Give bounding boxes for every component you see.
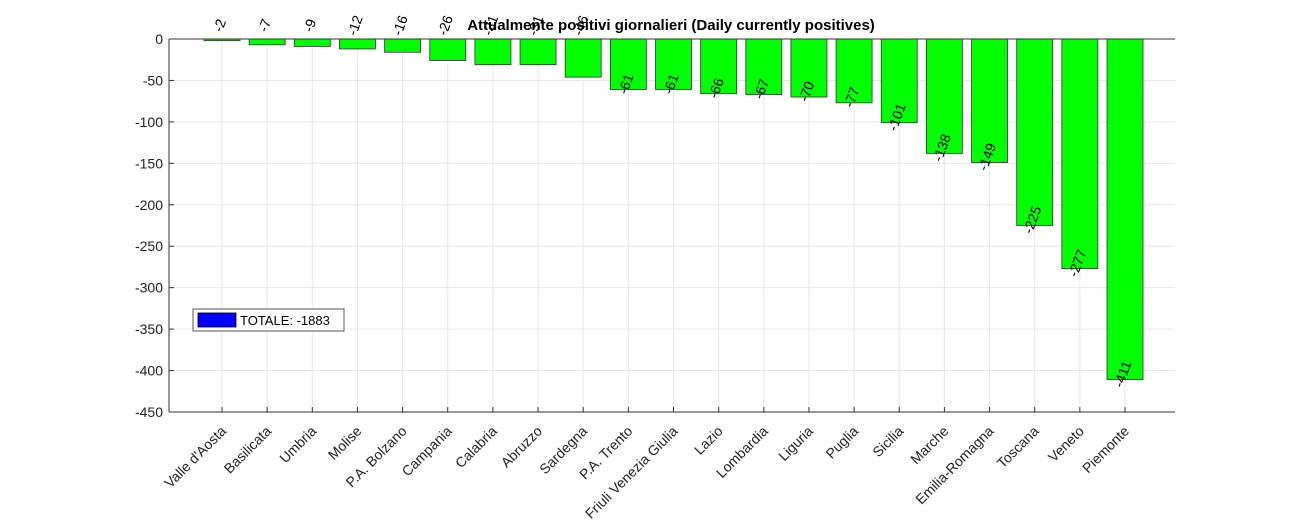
- y-tick-label: -150: [135, 155, 163, 171]
- data-label: -31: [524, 13, 546, 38]
- data-label: -7: [255, 17, 274, 34]
- x-tick-label: Valle d'Aosta: [161, 423, 229, 491]
- bar: [1106, 38, 1144, 381]
- data-label: -70: [795, 79, 817, 104]
- y-tick-label: -400: [135, 363, 163, 379]
- bar: [790, 38, 828, 98]
- data-label: -2: [210, 17, 229, 34]
- y-tick-label: -50: [143, 72, 163, 88]
- bar: [1016, 38, 1054, 226]
- y-tick-label: -200: [135, 197, 163, 213]
- bar: [835, 38, 873, 104]
- x-tick-label: Campania: [398, 423, 455, 480]
- y-axis-ticks: 0 -50 -100 -150 -200 -250 -300 -350 -400 -450: [135, 31, 174, 420]
- bar: [971, 38, 1008, 163]
- data-label: -16: [389, 13, 411, 38]
- y-tick-label: 0: [155, 31, 163, 47]
- data-label: -61: [660, 71, 682, 96]
- bar: [745, 38, 783, 95]
- x-tick-label: Calabria: [452, 423, 500, 471]
- bar: [609, 38, 647, 90]
- y-tick-label: -100: [135, 114, 163, 130]
- chart-title: Attualmente positivi giornalieri (Daily …: [467, 17, 875, 34]
- x-tick-label: Lazio: [691, 423, 726, 458]
- x-tick-label: Puglia: [822, 423, 861, 462]
- legend: TOTALE: -1883: [192, 308, 345, 332]
- x-tick-label: Marche: [907, 423, 951, 467]
- data-label: -31: [479, 13, 501, 38]
- legend-label: TOTALE: -1883: [240, 313, 330, 328]
- bar: [655, 38, 692, 90]
- y-tick-label: -450: [135, 404, 163, 420]
- data-label: -61: [615, 71, 637, 96]
- x-tick-label: Basilicata: [221, 423, 275, 477]
- legend-swatch: [197, 312, 237, 328]
- x-tick-label: Molise: [325, 423, 365, 463]
- bar: [339, 38, 376, 50]
- x-tick-label: Emilia-Romagna: [912, 423, 997, 508]
- y-tick-label: -350: [135, 321, 163, 337]
- bar: [519, 38, 557, 66]
- data-label: -66: [705, 76, 727, 101]
- x-tick-label: Piemonte: [1079, 423, 1132, 476]
- data-label: -77: [840, 85, 862, 110]
- data-label: -46: [570, 13, 592, 38]
- bar: [926, 38, 963, 154]
- data-label: -67: [750, 76, 772, 101]
- data-label: -9: [300, 17, 319, 34]
- y-tick-label: -300: [135, 280, 163, 296]
- bar: [384, 38, 422, 53]
- bars-group: [203, 38, 1144, 381]
- bar: [429, 38, 467, 61]
- x-tick-label: Umbria: [276, 423, 319, 466]
- x-tick-label: Liguria: [775, 423, 816, 464]
- y-tick-label: -250: [135, 238, 163, 254]
- bar: [700, 38, 738, 95]
- x-tick-label: Veneto: [1045, 423, 1087, 465]
- x-tick-label: Toscana: [994, 423, 1042, 471]
- bar: [293, 38, 331, 47]
- bar: [474, 38, 512, 66]
- x-tick-label: Sicilia: [869, 423, 906, 460]
- bar: [248, 38, 286, 46]
- bar: [880, 38, 918, 124]
- data-label: -12: [344, 13, 366, 38]
- data-label: -26: [434, 13, 456, 38]
- axes-group: [168, 38, 1175, 413]
- bar: [1061, 38, 1099, 270]
- bar: [564, 38, 602, 78]
